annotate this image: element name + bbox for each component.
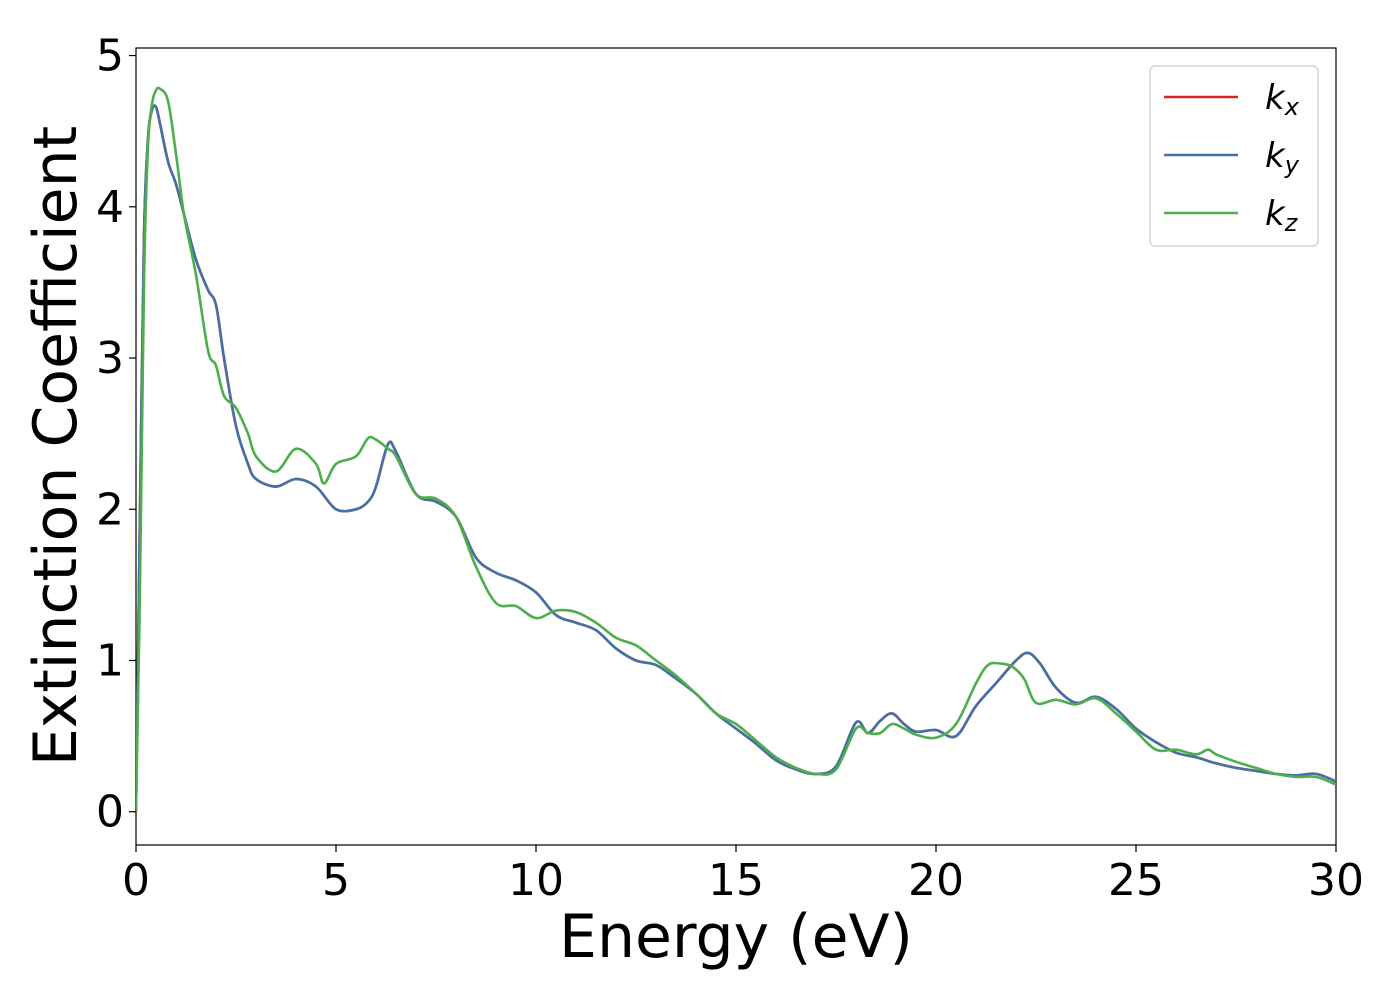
y-tick-label: 2 bbox=[96, 484, 124, 535]
y-axis-label: Extinction Coefficient bbox=[21, 126, 91, 766]
y-tick-label: 0 bbox=[96, 787, 124, 838]
x-tick-label: 25 bbox=[1108, 855, 1164, 906]
y-tick-label: 1 bbox=[96, 635, 124, 686]
x-tick-label: 5 bbox=[322, 855, 350, 906]
x-axis-label: Energy (eV) bbox=[559, 902, 913, 972]
x-tick-label: 10 bbox=[508, 855, 564, 906]
series-layer bbox=[136, 86, 1336, 812]
y-axis-ticks: 0 1 2 3 4 5 bbox=[96, 31, 136, 838]
series-line-k-y bbox=[136, 104, 1336, 812]
y-tick-label: 5 bbox=[96, 31, 124, 82]
x-axis-ticks: 0 5 10 15 20 25 30 bbox=[122, 845, 1364, 906]
series-line-k-z bbox=[136, 86, 1336, 812]
x-tick-label: 30 bbox=[1308, 855, 1364, 906]
y-tick-label: 3 bbox=[96, 333, 124, 384]
y-tick-label: 4 bbox=[96, 182, 124, 233]
x-tick-label: 20 bbox=[908, 855, 964, 906]
x-tick-label: 15 bbox=[708, 855, 764, 906]
x-tick-label: 0 bbox=[122, 855, 150, 906]
